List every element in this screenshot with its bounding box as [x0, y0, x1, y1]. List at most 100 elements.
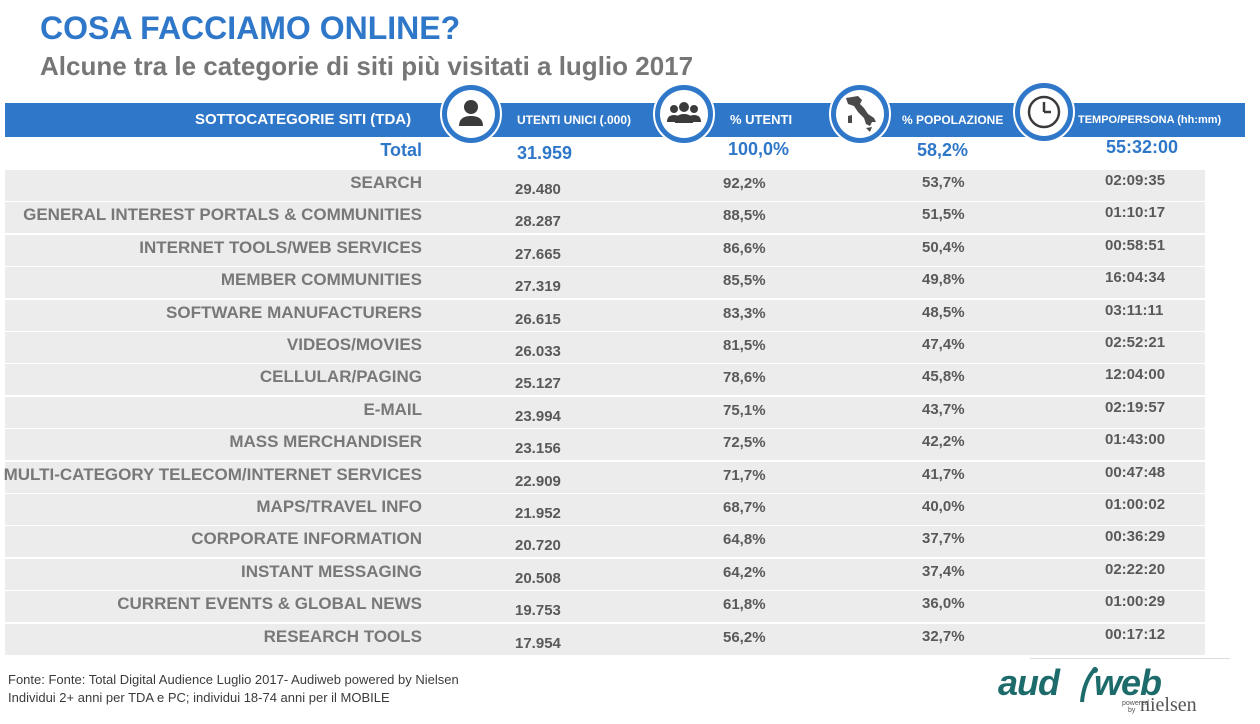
table-row: RESEARCH TOOLS 17.954 56,2% 32,7% 00:17:12 — [5, 623, 1205, 655]
logo-powered-text: powered — [1122, 700, 1149, 707]
row-tempo-value: 12:04:00 — [1105, 366, 1166, 384]
table-row: CORPORATE INFORMATION 20.720 64,8% 37,7% 00:… — [5, 526, 1205, 558]
person-icon-badge — [440, 83, 502, 145]
table-row: INSTANT MESSAGING 20.508 64,2% 37,4% 02:22:2… — [5, 558, 1205, 590]
row-category-label: VIDEOS/MOVIES — [286, 335, 422, 354]
row-pct-utenti-value: 78,6% — [723, 369, 766, 387]
row-utenti-value: 20.720 — [515, 537, 561, 555]
clock-icon — [1027, 95, 1061, 129]
row-pct-utenti-value: 92,2% — [723, 175, 766, 192]
column-header-tempo: TEMPO/PERSONA (hh:mm) — [1078, 114, 1222, 126]
group-icon — [667, 102, 701, 123]
footnote-source: Fonte: Fonte: Total Digital Audience Lug… — [8, 672, 459, 687]
row-utenti-value: 20.508 — [515, 569, 561, 587]
row-pct-utenti-value: 83,3% — [723, 304, 766, 322]
logo-by-text: by — [1128, 707, 1136, 714]
row-category-label: MEMBER COMMUNITIES — [220, 270, 422, 290]
logo-audi-text: aud — [998, 662, 1060, 703]
total-utenti: 31.959 — [517, 143, 573, 163]
row-pct-utenti-value: 64,8% — [723, 531, 766, 549]
row-pct-popolazione-value: 53,7% — [922, 174, 965, 191]
row-tempo-value: 02:19:57 — [1105, 398, 1166, 416]
total-pct-popolazione: 58,2% — [917, 140, 969, 160]
row-utenti-value: 17.954 — [515, 634, 561, 652]
row-category-label: RESEARCH TOOLS — [263, 626, 422, 646]
table-row: VIDEOS/MOVIES 26.033 81,5% 47,4% 02:52:21 — [5, 332, 1205, 363]
table-row: MULTI-CATEGORY TELECOM/INTERNET SERVICES… — [4, 461, 1205, 493]
row-category-label: CELLULAR/PAGING — [259, 367, 422, 387]
clock-icon-badge — [1013, 81, 1075, 143]
row-tempo-value: 00:36:29 — [1105, 528, 1166, 546]
row-pct-utenti-value: 61,8% — [723, 596, 766, 614]
person-icon — [459, 100, 483, 126]
row-pct-popolazione-value: 50,4% — [922, 238, 965, 256]
row-tempo-value: 02:09:35 — [1105, 172, 1166, 189]
column-header-pct-utenti: % UTENTI — [730, 112, 793, 127]
row-utenti-value: 22.909 — [515, 472, 561, 490]
total-tempo: 55:32:00 — [1106, 137, 1179, 157]
row-utenti-value: 29.480 — [515, 181, 561, 198]
row-tempo-value: 01:00:02 — [1105, 496, 1166, 513]
table-row: CURRENT EVENTS & GLOBAL NEWS 19.753 61,8% 3… — [5, 591, 1205, 623]
column-header-pct-popolazione: % POPOLAZIONE — [902, 113, 1004, 127]
table-row: MAPS/TRAVEL INFO 21.952 68,7% 40,0% 01:00:02 — [5, 494, 1205, 525]
row-tempo-value: 00:58:51 — [1105, 236, 1166, 254]
column-header-utenti: UTENTI UNICI (.000) — [517, 113, 632, 127]
row-pct-utenti-value: 88,5% — [723, 207, 766, 225]
row-pct-popolazione-value: 40,0% — [922, 498, 965, 515]
row-pct-utenti-value: 68,7% — [723, 499, 766, 516]
table-row: INTERNET TOOLS/WEB SERVICES 27.665 86,6% 50… — [5, 234, 1205, 266]
row-tempo-value: 01:10:17 — [1105, 204, 1166, 222]
table-row: MASS MERCHANDISER 23.156 72,5% 42,2% 01:43:0… — [5, 429, 1205, 461]
row-utenti-value: 27.665 — [515, 245, 561, 263]
table-row: E-MAIL 23.994 75,1% 43,7% 02:19:57 — [5, 396, 1205, 428]
row-utenti-value: 19.753 — [515, 602, 561, 620]
row-category-label: MASS MERCHANDISER — [229, 432, 422, 452]
row-pct-popolazione-value: 47,4% — [922, 336, 965, 353]
table-row: SEARCH 29.480 92,2% 53,7% 02:09:35 — [5, 170, 1205, 201]
row-pct-popolazione-value: 42,2% — [922, 433, 965, 451]
table-row: MEMBER COMMUNITIES 27.319 85,5% 49,8% 16:04:… — [5, 267, 1205, 299]
footnote-individuals: Individui 2+ anni per TDA e PC; individu… — [8, 690, 390, 705]
row-tempo-value: 02:22:20 — [1105, 560, 1166, 578]
group-icon-badge — [653, 83, 715, 145]
column-header-category: SOTTOCATEGORIE SITI (TDA) — [195, 111, 412, 128]
row-utenti-value: 26.033 — [515, 343, 561, 360]
row-category-label: INSTANT MESSAGING — [240, 561, 422, 581]
row-utenti-value: 27.319 — [515, 278, 561, 296]
row-pct-utenti-value: 81,5% — [723, 337, 766, 354]
row-pct-popolazione-value: 49,8% — [922, 271, 965, 289]
row-pct-utenti-value: 56,2% — [723, 628, 766, 646]
row-tempo-value: 01:00:29 — [1105, 593, 1166, 611]
page-title: COSA FACCIAMO ONLINE? — [40, 10, 461, 46]
row-category-label: MAPS/TRAVEL INFO — [256, 497, 422, 516]
row-category-label: CURRENT EVENTS & GLOBAL NEWS — [117, 594, 422, 614]
total-pct-utenti: 100,0% — [728, 139, 790, 159]
audiweb-nielsen-logo: aud web powered by nielsen — [990, 658, 1230, 720]
table-row-total: Total 31.959 100,0% 58,2% 55:32:00 — [5, 137, 1205, 169]
row-utenti-value: 25.127 — [515, 375, 561, 393]
row-tempo-value: 00:47:48 — [1105, 463, 1166, 481]
row-category-label: GENERAL INTEREST PORTALS & COMMUNITIES — [23, 205, 422, 225]
row-tempo-value: 16:04:34 — [1105, 269, 1166, 287]
logo-divider — [1030, 658, 1230, 659]
row-pct-utenti-value: 86,6% — [723, 239, 766, 257]
total-label: Total — [380, 140, 422, 160]
row-category-label: INTERNET TOOLS/WEB SERVICES — [139, 237, 422, 257]
row-pct-popolazione-value: 43,7% — [922, 400, 965, 418]
row-pct-popolazione-value: 45,8% — [922, 368, 965, 386]
row-utenti-value: 26.615 — [515, 310, 561, 328]
row-category-label: E-MAIL — [363, 399, 422, 419]
row-pct-popolazione-value: 37,7% — [922, 530, 965, 548]
row-category-label: SEARCH — [350, 173, 422, 192]
table-row: GENERAL INTEREST PORTALS & COMMUNITIES 28… — [5, 202, 1205, 234]
logo-swoosh-icon — [1080, 666, 1098, 703]
logo-web-text: web — [1094, 662, 1162, 703]
logo-nielsen-text: nielsen — [1140, 694, 1197, 716]
row-tempo-value: 01:43:00 — [1105, 431, 1166, 449]
row-pct-popolazione-value: 32,7% — [922, 627, 965, 645]
row-utenti-value: 21.952 — [515, 505, 561, 522]
row-pct-popolazione-value: 41,7% — [922, 465, 965, 483]
page-subtitle: Alcune tra le categorie di siti più visi… — [40, 51, 694, 81]
row-utenti-value: 23.156 — [515, 440, 561, 458]
